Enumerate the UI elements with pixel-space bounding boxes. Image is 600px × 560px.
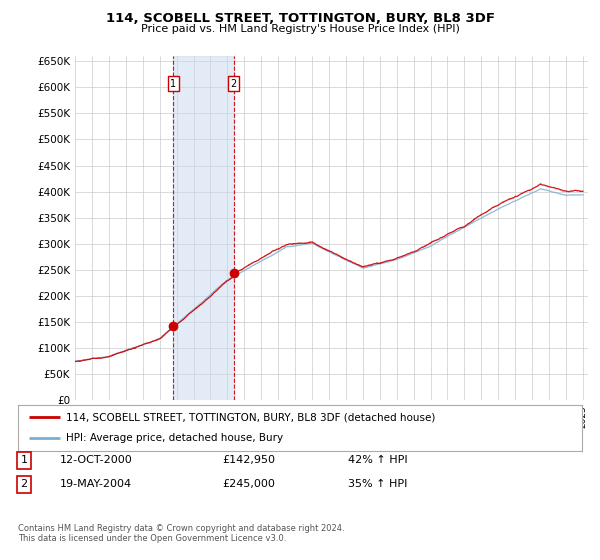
Text: 1: 1 (170, 78, 176, 88)
Text: Contains HM Land Registry data © Crown copyright and database right 2024.
This d: Contains HM Land Registry data © Crown c… (18, 524, 344, 543)
Text: 12-OCT-2000: 12-OCT-2000 (60, 455, 133, 465)
Text: 42% ↑ HPI: 42% ↑ HPI (348, 455, 407, 465)
Text: 19-MAY-2004: 19-MAY-2004 (60, 479, 132, 489)
Text: 1: 1 (20, 455, 28, 465)
Text: £245,000: £245,000 (222, 479, 275, 489)
Bar (173, 56, 234, 400)
Text: 2: 2 (230, 78, 237, 88)
Text: 35% ↑ HPI: 35% ↑ HPI (348, 479, 407, 489)
Text: £142,950: £142,950 (222, 455, 275, 465)
Text: 2: 2 (20, 479, 28, 489)
Text: 114, SCOBELL STREET, TOTTINGTON, BURY, BL8 3DF: 114, SCOBELL STREET, TOTTINGTON, BURY, B… (106, 12, 494, 25)
Text: 114, SCOBELL STREET, TOTTINGTON, BURY, BL8 3DF (detached house): 114, SCOBELL STREET, TOTTINGTON, BURY, B… (66, 412, 436, 422)
Text: HPI: Average price, detached house, Bury: HPI: Average price, detached house, Bury (66, 433, 283, 444)
Text: Price paid vs. HM Land Registry's House Price Index (HPI): Price paid vs. HM Land Registry's House … (140, 24, 460, 34)
